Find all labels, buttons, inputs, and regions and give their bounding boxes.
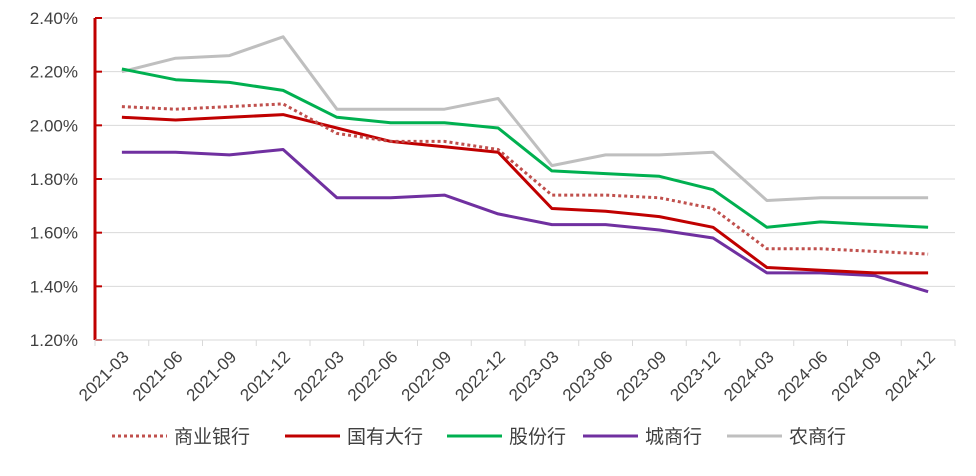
series-line-2: [121, 67, 929, 229]
gridlines: [95, 17, 955, 287]
y-tick-label: 1.40%: [30, 277, 78, 296]
y-tick-label: 2.00%: [30, 116, 78, 135]
y-tick-label: 1.20%: [30, 331, 78, 350]
x-tick-label: 2024-12: [881, 347, 939, 405]
series-line-1: [121, 113, 929, 275]
x-tick-label: 2021-09: [183, 347, 241, 405]
series-line-4: [121, 35, 929, 202]
x-tick-label: 2022-06: [344, 347, 402, 405]
x-axis: 2021-032021-062021-092021-122022-032022-…: [75, 339, 956, 405]
legend-label: 国有大行: [347, 426, 423, 448]
series-line-0: [121, 102, 929, 256]
x-tick-label: 2022-03: [290, 347, 348, 405]
legend: 商业银行 国有大行 股份行 城商行 农商行: [112, 426, 846, 448]
y-tick-label: 1.80%: [30, 170, 78, 189]
series-line-3: [121, 148, 929, 294]
x-tick-label: 2023-03: [505, 347, 563, 405]
y-tick-label: 2.40%: [30, 9, 78, 28]
x-tick-label: 2024-03: [720, 347, 778, 405]
legend-label: 城商行: [645, 426, 702, 448]
x-tick-label: 2022-12: [451, 347, 509, 405]
x-tick-label: 2023-12: [666, 347, 724, 405]
x-tick-label: 2021-12: [236, 347, 294, 405]
x-tick-label: 2024-09: [828, 347, 886, 405]
x-tick-label: 2023-09: [613, 347, 671, 405]
y-tick-label: 2.20%: [30, 63, 78, 82]
legend-label: 商业银行: [174, 426, 250, 448]
x-tick-label: 2021-06: [129, 347, 187, 405]
y-axis: 1.20% 1.40% 1.60% 1.80% 2.00% 2.20% 2.40%: [30, 9, 102, 350]
x-tick-label: 2021-03: [75, 347, 133, 405]
x-tick-label: 2023-06: [559, 347, 617, 405]
x-tick-label: 2022-09: [398, 347, 456, 405]
y-tick-label: 1.60%: [30, 224, 78, 243]
series-lines: [121, 35, 929, 294]
x-tick-label: 2024-06: [774, 347, 832, 405]
legend-label: 农商行: [789, 426, 846, 448]
legend-label: 股份行: [509, 426, 566, 448]
